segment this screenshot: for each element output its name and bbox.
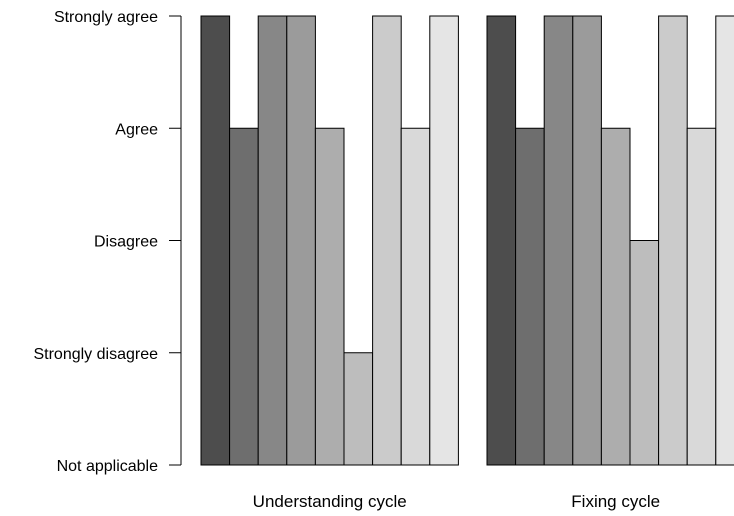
y-tick-label: Disagree xyxy=(94,234,158,251)
bar-group xyxy=(486,15,734,466)
bar xyxy=(286,15,316,466)
bar xyxy=(600,127,631,466)
bar xyxy=(686,127,717,466)
y-tick-label: Strongly agree xyxy=(54,9,158,26)
x-group-label: Fixing cycle xyxy=(571,492,660,511)
y-tick-label: Agree xyxy=(115,121,158,138)
bar-group xyxy=(200,15,459,466)
bar xyxy=(200,15,231,466)
x-group-label: Understanding cycle xyxy=(253,492,407,511)
bar xyxy=(372,15,402,466)
bar xyxy=(629,240,660,466)
bar xyxy=(257,15,288,466)
bar xyxy=(543,15,574,466)
bars-area xyxy=(200,15,734,466)
bar xyxy=(658,15,688,466)
bar xyxy=(572,15,602,466)
bar xyxy=(229,127,259,466)
y-tick-label: Strongly disagree xyxy=(33,346,158,363)
bar xyxy=(400,127,431,466)
bar xyxy=(343,352,374,466)
y-axis: Not applicable Strongly disagree Disagree A… xyxy=(33,9,182,475)
bar xyxy=(515,127,545,466)
bar xyxy=(715,15,734,466)
group-labels: Understanding cycle Fixing cycle xyxy=(253,492,660,511)
bar xyxy=(314,127,345,466)
bar xyxy=(486,15,517,466)
bar xyxy=(429,15,459,466)
y-tick-label: Not applicable xyxy=(57,458,159,475)
